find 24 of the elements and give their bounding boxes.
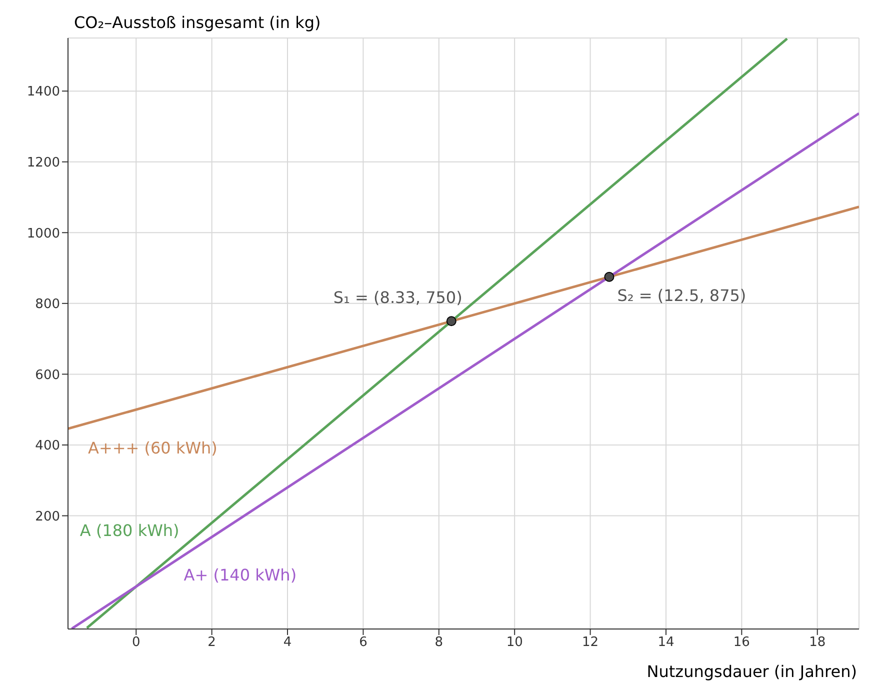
annotation: S₂ = (12.5, 875) — [617, 286, 746, 305]
y-tick-label: 1400 — [26, 84, 60, 100]
x-tick-label: 8 — [434, 635, 444, 650]
y-tick-label: 200 — [35, 509, 60, 524]
y-tick-label: 1000 — [26, 226, 60, 242]
x-tick-label: 10 — [506, 635, 523, 650]
y-axis-title: CO₂–Ausstoß insgesamt (in kg) — [74, 13, 321, 32]
x-tick-label: 2 — [208, 635, 216, 650]
y-tick-label: 800 — [35, 297, 60, 312]
y-tick-label: 600 — [35, 368, 60, 383]
x-tick-label: 0 — [132, 635, 140, 650]
y-tick-label: 1200 — [26, 155, 60, 170]
x-axis-title: Nutzungsdauer (in Jahren) — [646, 662, 857, 681]
annotation: S₁ = (8.33, 750) — [333, 288, 462, 308]
series-label: A+++ (60 kWh) — [88, 438, 218, 458]
x-tick-label: 16 — [733, 635, 750, 650]
series-label: A+ (140 kWh) — [184, 566, 297, 585]
x-tick-label: 18 — [809, 635, 826, 650]
x-tick-label: 12 — [582, 635, 599, 650]
x-tick-label: 4 — [283, 635, 292, 650]
x-tick-label: 14 — [658, 635, 674, 650]
y-tick-label: 400 — [35, 438, 60, 454]
x-tick-label: 6 — [359, 635, 368, 650]
series-label: A (180 kWh) — [80, 520, 180, 540]
